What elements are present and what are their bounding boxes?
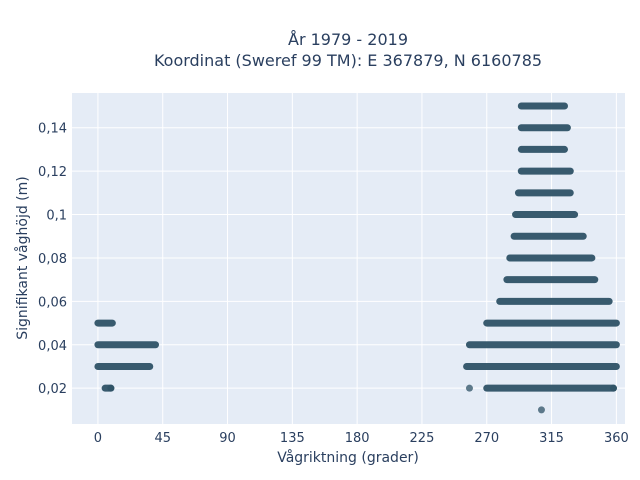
data-band (512, 211, 579, 219)
x-tick-label: 270 (474, 431, 499, 446)
y-tick-label: 0,02 (38, 382, 67, 397)
y-axis-title: Signifikant våghöjd (m) (14, 176, 31, 339)
chart-title-line1: År 1979 - 2019 (288, 30, 408, 49)
data-band (94, 319, 116, 327)
data-band (517, 124, 571, 132)
data-points (94, 102, 620, 414)
data-band (514, 189, 574, 197)
data-band (483, 319, 620, 327)
chart-title-line2: Koordinat (Sweref 99 TM): E 367879, N 61… (154, 51, 542, 70)
data-band (517, 167, 574, 175)
x-tick-label: 315 (539, 431, 564, 446)
x-tick-label: 0 (94, 431, 102, 446)
y-tick-label: 0,06 (38, 295, 67, 310)
data-band (506, 254, 596, 262)
data-band (94, 341, 160, 349)
y-tick-label: 0,12 (38, 165, 67, 180)
data-band (517, 102, 569, 110)
data-band (496, 297, 613, 305)
x-tick-label: 225 (410, 431, 435, 446)
data-point (107, 384, 115, 392)
x-tick-label: 45 (154, 431, 171, 446)
y-tick-label: 0,14 (38, 122, 67, 137)
data-point (465, 384, 473, 392)
data-band (483, 384, 617, 392)
data-band (503, 276, 599, 284)
data-band (463, 362, 620, 370)
y-tick-label: 0,1 (46, 209, 67, 224)
x-tick-labels: 0 45 90 135 180 225 270 315 360 (94, 431, 629, 446)
data-band (517, 145, 569, 153)
x-tick-label: 360 (604, 431, 629, 446)
x-tick-label: 180 (345, 431, 370, 446)
y-tick-label: 0,08 (38, 252, 67, 267)
data-band (510, 232, 587, 240)
data-point (609, 384, 617, 392)
y-tick-labels: 0,02 0,04 0,06 0,08 0,1 0,12 0,14 (38, 122, 67, 397)
data-band (94, 362, 154, 370)
x-tick-label: 90 (219, 431, 236, 446)
data-point (537, 406, 545, 414)
data-band (465, 341, 620, 349)
y-tick-label: 0,04 (38, 339, 67, 354)
x-axis-title: Vågriktning (grader) (277, 449, 419, 466)
x-tick-label: 135 (280, 431, 305, 446)
